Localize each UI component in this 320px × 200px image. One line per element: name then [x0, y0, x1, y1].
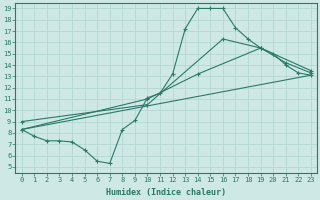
X-axis label: Humidex (Indice chaleur): Humidex (Indice chaleur)	[106, 188, 226, 197]
